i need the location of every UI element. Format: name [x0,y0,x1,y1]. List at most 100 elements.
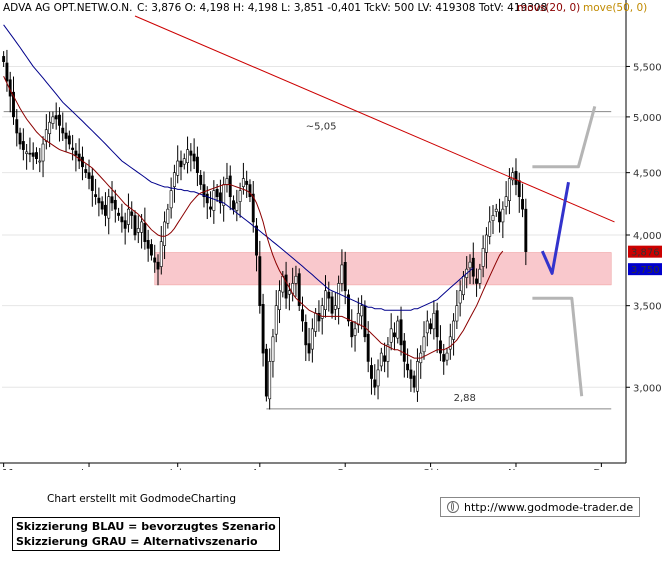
candle-body [517,180,521,198]
candle-body [360,305,364,317]
candle-body [340,264,344,284]
candle-body [140,221,144,233]
candle-body [471,257,475,277]
candle-body [71,147,75,150]
level-label: ~5,05 [306,122,337,133]
candle-body [94,194,98,198]
candle-body [511,172,515,181]
candle-body [393,332,396,338]
candle-body [2,56,6,62]
candle-body [356,312,360,326]
candle-body [195,156,199,173]
y-tick-label: 4,500 [633,169,662,180]
zone-rect [154,252,612,286]
candle-body [442,354,446,362]
instrument-name: ADVA AG OPT.NETW.O.N. [3,2,132,14]
legend-grey: Skizzierung GRAU = Alternativszenario [16,535,258,548]
candle-body [271,336,275,362]
candle-body [376,369,380,387]
candle-body [314,312,318,332]
candle-body [261,304,265,354]
ma20-label: movs(20, 0) [517,2,580,14]
candle-body [448,336,452,350]
candle-body [524,208,528,252]
candle-body [5,62,9,82]
candle-body [225,178,229,185]
candle-body [278,290,281,310]
website-link[interactable]: http://www.godmode-trader.de [440,497,640,517]
candle-body [192,153,196,162]
candle-body [320,305,324,319]
candle-body [363,305,367,338]
candle-body [44,129,48,142]
scenario-sketches [532,106,597,397]
candle-body [389,328,393,343]
candle-body [209,206,212,210]
candle-body [149,244,153,256]
candle-body [468,261,472,269]
candle-body [488,221,492,237]
candle-body [172,172,176,187]
candle-body [199,175,203,185]
candle-body [248,184,252,198]
candle-body [347,294,350,322]
downtrend-line [134,15,615,223]
candle-body [28,152,32,155]
candle-body [396,320,400,339]
trend-lines [134,15,615,223]
candle-body [504,196,508,207]
candle-body [425,320,429,334]
x-tick-label: Dez [593,468,612,470]
candle-body [182,158,186,165]
candle-body [455,305,459,322]
price-tag-label: 3,750 [631,265,660,276]
chart-credit: Chart erstellt mit GodmodeCharting [47,493,236,505]
x-tick-label: Jun [80,468,97,470]
candle-body [153,257,157,263]
candle-body [324,290,327,310]
candle-body [107,196,111,219]
ma50-line [3,24,474,311]
candle-body [353,328,357,336]
candle-body [287,290,291,295]
candle-body [458,290,462,304]
candle-body [438,340,442,354]
candle-body [264,348,268,397]
ma20-line [3,75,504,359]
price-tags: 3,876 3,750 [628,245,662,276]
candle-body [370,365,373,379]
candle-body [416,361,419,392]
candle-body [146,240,150,249]
candle-body [383,355,387,362]
candle-body [97,197,101,204]
candle-body [498,211,502,223]
website-url[interactable]: http://www.godmode-trader.de [464,500,634,514]
candle-body [232,200,235,210]
x-axis: 11 Jun Jul Aug Sep Okt Nov Dez [2,463,612,470]
candle-body [77,153,81,162]
candle-body [90,175,94,191]
candle-body [399,319,403,346]
price-chart: ~5,05 2,88 5,500 5,000 4,500 4,000 3,500 3,000… [0,0,663,470]
horizontal-levels: ~5,05 2,88 [3,111,612,410]
candle-body [41,143,45,162]
candle-body [159,241,163,267]
candle-body [491,215,495,221]
candle-body [202,184,206,198]
candle-body [156,261,160,270]
candle-body [212,190,216,211]
candle-body [12,91,15,118]
candle-body [238,190,242,202]
candle-body [435,310,439,338]
candle-body [406,363,410,371]
candle-body [258,256,262,306]
legend-blue: Skizzierung BLAU = bevorzugtes Szenario [16,520,276,533]
moving-averages [3,24,504,359]
candle-body [61,127,65,134]
candle-body [452,320,456,340]
candle-body [189,150,193,156]
price-tag-box [628,263,662,276]
candle-body [67,135,71,145]
candle-body [133,215,137,236]
candle-body [301,309,304,322]
